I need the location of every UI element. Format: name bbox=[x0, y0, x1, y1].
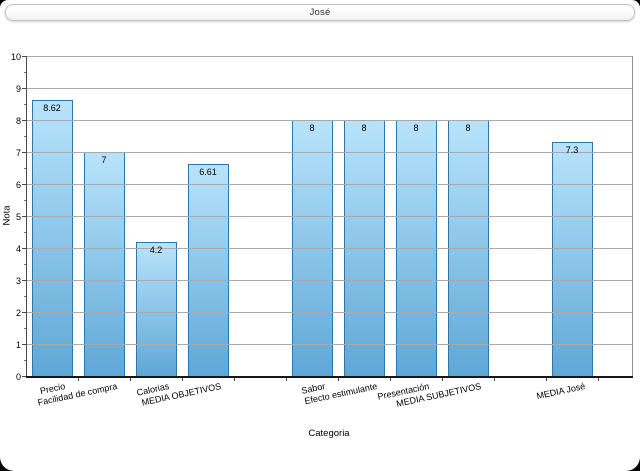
y-minor-tick bbox=[24, 296, 26, 297]
y-minor-tick bbox=[24, 136, 26, 137]
bar-value-label: 8 bbox=[465, 123, 471, 133]
y-major-tick bbox=[22, 344, 26, 345]
y-minor-tick bbox=[24, 328, 26, 329]
y-minor-tick bbox=[24, 168, 26, 169]
gridline-5 bbox=[26, 216, 632, 217]
y-axis-title: Nota bbox=[1, 205, 13, 226]
x-category-tick bbox=[442, 378, 443, 381]
bar-MEDIA José bbox=[551, 142, 593, 376]
x-category-tick bbox=[338, 378, 339, 381]
x-axis-title: Categoria bbox=[308, 428, 350, 439]
y-axis-line bbox=[26, 56, 27, 377]
y-tick-label: 6 bbox=[15, 180, 21, 190]
x-category-tick bbox=[546, 378, 547, 381]
bar-value-label: 4.2 bbox=[149, 244, 163, 255]
bar-chart: Nota Categoria 8.62 7 4.2 6.61 8 8 8 8 7.3 0 1 2 3 4 5… bbox=[0, 22, 640, 471]
bar-value-label: 8.62 bbox=[43, 103, 61, 114]
gridline-3 bbox=[26, 280, 632, 281]
y-major-tick bbox=[22, 376, 26, 377]
y-major-tick bbox=[22, 280, 26, 281]
y-major-tick bbox=[22, 56, 26, 57]
x-category-tick bbox=[494, 378, 495, 381]
gridline-4 bbox=[26, 248, 632, 249]
gridline-1 bbox=[26, 344, 632, 345]
bar-Precio bbox=[31, 100, 73, 376]
y-tick-label: 4 bbox=[15, 244, 21, 254]
y-minor-tick bbox=[24, 232, 26, 233]
x-category-tick bbox=[598, 378, 599, 381]
bar-value-label: 7.3 bbox=[565, 145, 579, 156]
x-category-tick bbox=[234, 378, 235, 381]
bar-value-label: 8 bbox=[361, 123, 367, 133]
y-major-tick bbox=[22, 312, 26, 313]
x-category-tick bbox=[390, 378, 391, 381]
y-minor-tick bbox=[24, 104, 26, 105]
x-category-tick bbox=[78, 378, 79, 381]
y-minor-tick bbox=[24, 360, 26, 361]
x-category-tick bbox=[130, 378, 131, 381]
y-major-tick bbox=[22, 216, 26, 217]
x-category-tick bbox=[286, 378, 287, 381]
bar-Facilidad de compra bbox=[83, 152, 125, 376]
y-tick-label: 9 bbox=[15, 84, 21, 94]
bar-value-label: 8 bbox=[413, 123, 419, 133]
y-tick-label: 0 bbox=[15, 372, 21, 382]
gridline-8 bbox=[26, 120, 632, 121]
bar-MEDIA OBJETIVOS bbox=[187, 164, 229, 376]
chart-title: José bbox=[309, 7, 331, 18]
y-tick-label: 2 bbox=[15, 308, 21, 318]
gridline-7 bbox=[26, 152, 632, 153]
y-major-tick bbox=[22, 152, 26, 153]
y-tick-label: 1 bbox=[15, 340, 21, 350]
gridline-9 bbox=[26, 88, 632, 89]
window-title-bar[interactable]: José bbox=[5, 4, 635, 21]
bar-value-label: 6.61 bbox=[199, 167, 217, 178]
y-major-tick bbox=[22, 248, 26, 249]
gridline-2 bbox=[26, 312, 632, 313]
y-tick-label: 3 bbox=[15, 276, 21, 286]
y-major-tick bbox=[22, 184, 26, 185]
bar-value-label: 7 bbox=[101, 155, 107, 165]
y-minor-tick bbox=[24, 264, 26, 265]
y-tick-label: 8 bbox=[15, 116, 21, 126]
bar-Calorias bbox=[135, 241, 177, 376]
x-axis-line bbox=[26, 376, 633, 378]
y-major-tick bbox=[22, 88, 26, 89]
y-tick-label: 5 bbox=[15, 212, 21, 222]
plot-right-border bbox=[632, 56, 633, 376]
y-tick-label: 7 bbox=[15, 148, 21, 158]
gridline-6 bbox=[26, 184, 632, 185]
y-major-tick bbox=[22, 120, 26, 121]
y-tick-label: 10 bbox=[10, 52, 21, 62]
y-minor-tick bbox=[24, 200, 26, 201]
gridline-10 bbox=[26, 56, 632, 57]
bar-value-label: 8 bbox=[309, 123, 315, 133]
y-minor-tick bbox=[24, 72, 26, 73]
x-category-tick bbox=[182, 378, 183, 381]
